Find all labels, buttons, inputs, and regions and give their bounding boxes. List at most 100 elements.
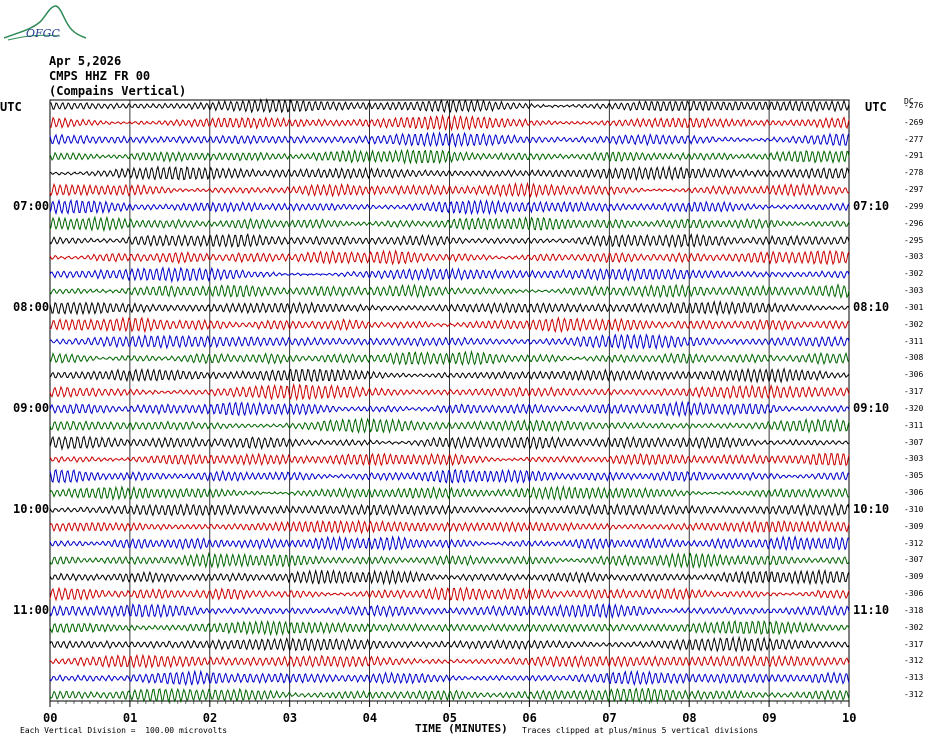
seismic-trace-3 [49,131,850,149]
right-timezone-label: UTC [865,100,887,114]
x-tick-label: 00 [43,711,58,725]
dc-offset-label: -276 [904,101,924,110]
dc-offset-label: -269 [904,117,924,127]
x-tick-label: 09 [762,711,777,725]
seismic-trace-10 [49,249,850,266]
x-tick-label: 06 [522,711,537,725]
left-time-label: 09:00 [13,400,50,415]
x-tick-label: 10 [842,711,857,725]
seismic-trace-33 [49,635,850,653]
seismic-trace-6 [49,181,850,199]
seismic-trace-17 [49,367,850,384]
right-time-label: 07:10 [853,198,890,213]
x-tick-label: 01 [122,711,138,725]
seismic-trace-26 [49,519,850,535]
seismic-trace-16 [49,349,850,366]
seismic-trace-32 [49,619,850,637]
seismic-trace-31 [49,602,850,620]
seismic-trace-30 [49,586,850,602]
dc-offset-label: -302 [904,269,924,279]
dc-offset-label: -305 [904,471,924,481]
x-tick-label: 02 [202,711,218,725]
dc-offset-label: -308 [904,353,924,363]
x-axis-label: TIME (MINUTES) [415,722,508,735]
dc-offset-label: -320 [904,403,924,413]
dc-offset-label: -312 [904,656,924,666]
dc-offset-label: -311 [904,336,924,346]
dc-offset-label: -299 [904,201,924,211]
right-time-label: 09:10 [853,400,890,415]
dc-offset-label: -312 [904,538,924,548]
seismic-trace-28 [49,551,850,570]
seismic-trace-19 [49,400,850,418]
seismic-trace-22 [49,452,850,467]
left-time-label: 11:00 [13,602,50,617]
seismic-trace-20 [49,416,850,435]
dc-header: DC [904,97,914,106]
logo-text: OFGC [26,27,60,40]
header-station: CMPS HHZ FR 00 [49,69,151,83]
dc-offset-label: -303 [904,286,924,296]
dc-offset-label: -278 [904,168,924,178]
seismic-trace-35 [49,669,850,687]
dc-offset-label: -307 [904,555,924,565]
x-tick-label: 04 [362,711,378,725]
dc-offset-label: -303 [904,454,924,464]
dc-offset-label: -317 [904,639,924,649]
seismic-trace-8 [49,215,850,233]
header-location: (Compains Vertical) [49,84,187,98]
dc-offset-label: -306 [904,589,924,599]
right-time-label: 08:10 [853,299,890,314]
dc-offset-label: -313 [904,673,924,683]
dc-offset-label: -310 [904,504,924,514]
seismic-trace-11 [49,266,850,284]
dc-offset-label: -297 [904,185,924,195]
left-timezone-label: UTC [0,100,22,114]
seismic-trace-2 [49,113,850,132]
seismic-trace-21 [49,435,850,451]
x-tick-label: 03 [282,711,298,725]
seismic-trace-15 [49,333,850,351]
footer-vertical-division: Each Vertical Division = 100.00 microvol… [20,726,228,735]
left-time-label: 07:00 [13,198,50,213]
dc-offset-label: -301 [904,302,924,312]
seismic-trace-9 [49,232,850,249]
dc-offset-label: -307 [904,437,924,447]
right-time-label: 11:10 [853,602,890,617]
seismic-trace-25 [49,502,850,517]
footer-clipping-note: Traces clipped at plus/minus 5 vertical … [522,726,759,735]
x-tick-label: 08 [682,711,697,725]
left-time-label: 10:00 [13,501,50,516]
seismic-trace-7 [49,198,850,216]
dc-offset-label: -295 [904,235,924,245]
dc-offset-label: -309 [904,572,924,582]
seismic-trace-29 [49,568,850,586]
seismic-trace-1 [49,97,850,114]
dc-offset-label: -318 [904,605,924,615]
seismic-trace-18 [49,382,850,402]
seismic-trace-24 [49,485,850,502]
header-date: Apr 5,2026 [49,54,122,68]
seismic-trace-14 [49,316,850,334]
dc-offset-label: -306 [904,370,924,380]
dc-offset-label: -277 [904,134,924,144]
seismic-trace-23 [49,468,850,484]
dc-offset-label: -317 [904,387,924,397]
seismic-trace-12 [49,282,850,299]
seismic-trace-5 [49,164,850,182]
x-tick-label: 05 [442,711,457,725]
seismic-trace-4 [49,148,850,165]
seismic-trace-27 [49,534,850,552]
dc-offset-label: -311 [904,420,924,430]
right-time-label: 10:10 [853,501,890,516]
dc-offset-label: -312 [904,690,924,699]
dc-offset-label: -302 [904,319,924,329]
left-time-label: 08:00 [13,299,50,314]
dc-offset-label: -291 [904,151,924,161]
seismic-trace-13 [49,300,850,317]
dc-offset-label: -306 [904,488,924,498]
x-tick-label: 07 [602,711,617,725]
mountain-logo-icon [3,5,87,41]
seismic-trace-34 [49,653,850,669]
